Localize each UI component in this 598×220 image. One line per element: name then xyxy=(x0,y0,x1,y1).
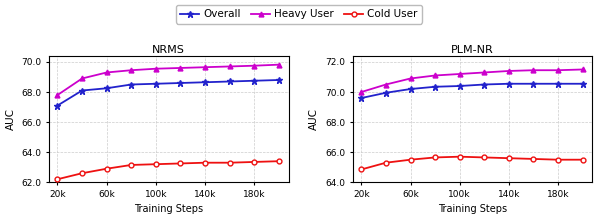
Cold User xyxy=(432,156,439,159)
Heavy User xyxy=(202,66,209,69)
Heavy User xyxy=(554,69,562,72)
Y-axis label: AUC: AUC xyxy=(5,108,16,130)
Heavy User xyxy=(530,69,537,72)
Line: Overall: Overall xyxy=(358,80,586,101)
Overall xyxy=(530,82,537,85)
Cold User xyxy=(103,167,110,170)
Cold User xyxy=(275,160,282,163)
Heavy User xyxy=(579,68,586,71)
Heavy User xyxy=(152,67,160,70)
Title: PLM-NR: PLM-NR xyxy=(451,45,494,55)
Overall xyxy=(407,88,414,90)
Overall xyxy=(382,92,389,94)
Overall xyxy=(358,97,365,99)
Y-axis label: AUC: AUC xyxy=(309,108,319,130)
Cold User xyxy=(382,161,389,164)
X-axis label: Training Steps: Training Steps xyxy=(134,204,203,214)
Overall xyxy=(226,80,233,83)
Heavy User xyxy=(407,77,414,80)
Heavy User xyxy=(481,71,488,74)
Cold User xyxy=(554,158,562,161)
Heavy User xyxy=(103,71,110,74)
Overall xyxy=(456,85,463,87)
Cold User xyxy=(202,161,209,164)
Heavy User xyxy=(226,65,233,68)
Cold User xyxy=(505,157,512,160)
Overall xyxy=(579,82,586,85)
Heavy User xyxy=(432,74,439,77)
Cold User xyxy=(579,158,586,161)
Overall xyxy=(54,104,61,107)
Cold User xyxy=(407,158,414,161)
Line: Heavy User: Heavy User xyxy=(55,62,281,97)
Title: NRMS: NRMS xyxy=(152,45,185,55)
Overall xyxy=(202,81,209,84)
Overall xyxy=(177,82,184,84)
Cold User xyxy=(127,164,135,166)
Overall xyxy=(481,83,488,86)
Overall xyxy=(275,79,282,81)
Overall xyxy=(78,89,86,92)
Cold User xyxy=(358,168,365,171)
X-axis label: Training Steps: Training Steps xyxy=(438,204,507,214)
Overall xyxy=(103,87,110,90)
Heavy User xyxy=(251,64,258,67)
Cold User xyxy=(78,172,86,174)
Heavy User xyxy=(78,77,86,80)
Line: Cold User: Cold User xyxy=(359,154,585,172)
Overall xyxy=(432,85,439,88)
Line: Overall: Overall xyxy=(54,77,282,109)
Heavy User xyxy=(177,67,184,69)
Cold User xyxy=(251,161,258,163)
Overall xyxy=(554,82,562,85)
Cold User xyxy=(226,161,233,164)
Cold User xyxy=(530,158,537,160)
Cold User xyxy=(456,155,463,158)
Heavy User xyxy=(275,63,282,66)
Cold User xyxy=(152,163,160,165)
Heavy User xyxy=(505,70,512,72)
Cold User xyxy=(177,162,184,165)
Overall xyxy=(152,82,160,85)
Legend: Overall, Heavy User, Cold User: Overall, Heavy User, Cold User xyxy=(176,5,422,24)
Heavy User xyxy=(127,69,135,72)
Heavy User xyxy=(358,91,365,93)
Overall xyxy=(127,83,135,86)
Cold User xyxy=(481,156,488,159)
Heavy User xyxy=(54,94,61,96)
Heavy User xyxy=(382,83,389,86)
Line: Cold User: Cold User xyxy=(55,159,281,182)
Overall xyxy=(505,82,512,85)
Heavy User xyxy=(456,73,463,75)
Cold User xyxy=(54,178,61,181)
Overall xyxy=(251,79,258,82)
Line: Heavy User: Heavy User xyxy=(359,67,585,94)
